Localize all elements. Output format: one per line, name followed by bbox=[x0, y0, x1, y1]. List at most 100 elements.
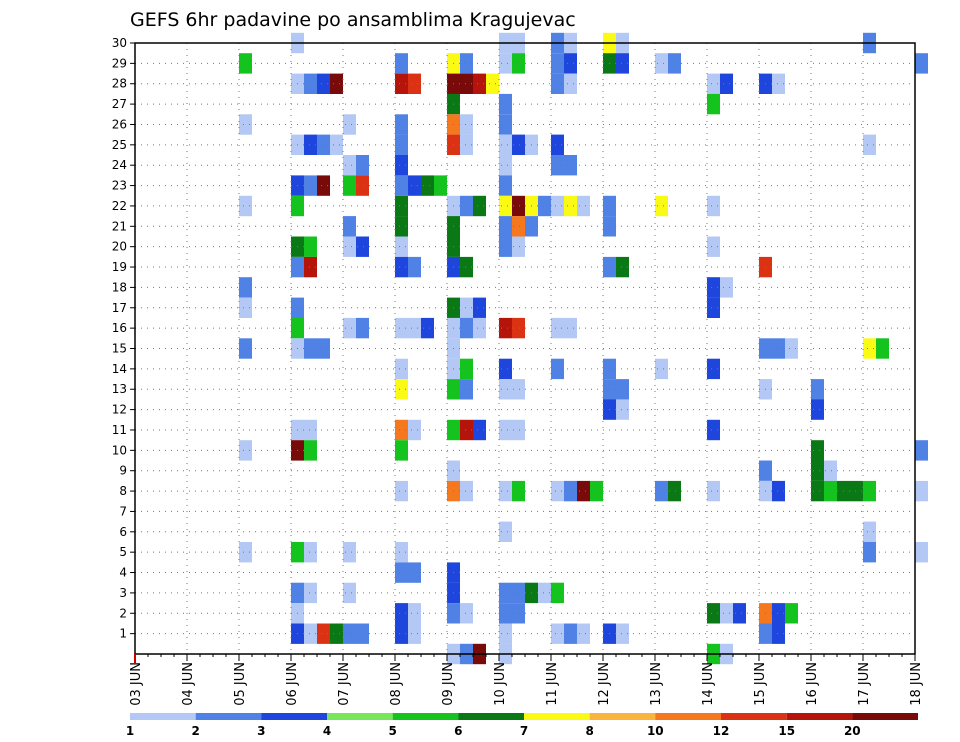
y-tick-label: 6 bbox=[119, 525, 127, 539]
heatmap-cell bbox=[395, 236, 408, 257]
legend-label: 4 bbox=[323, 724, 331, 738]
heatmap-cell bbox=[512, 419, 525, 441]
heatmap-cell bbox=[811, 379, 824, 400]
heatmap-cell bbox=[616, 53, 629, 74]
heatmap-cell bbox=[460, 297, 473, 318]
legend-swatch bbox=[721, 713, 787, 720]
heatmap-cell bbox=[499, 53, 512, 74]
legend-swatch bbox=[195, 713, 262, 720]
heatmap-cell bbox=[876, 338, 889, 359]
heatmap-cell bbox=[239, 297, 252, 318]
heatmap-cell bbox=[564, 317, 577, 339]
heatmap-cell bbox=[395, 358, 408, 380]
heatmap-cell bbox=[421, 175, 434, 196]
heatmap-cell bbox=[707, 480, 720, 502]
heatmap-cell bbox=[304, 419, 317, 441]
heatmap-cell bbox=[395, 480, 408, 502]
legend-label: 1 bbox=[126, 724, 134, 738]
heatmap-cell bbox=[811, 440, 824, 461]
legend-swatch bbox=[458, 713, 524, 720]
heatmap-cell bbox=[408, 603, 421, 624]
heatmap-cell bbox=[473, 419, 486, 441]
heatmap-cell bbox=[499, 134, 512, 155]
heatmap-cell bbox=[785, 603, 798, 624]
heatmap-cell bbox=[395, 114, 408, 135]
legend-label: 20 bbox=[844, 724, 861, 738]
y-tick-label: 9 bbox=[119, 464, 127, 478]
heatmap-cell bbox=[655, 195, 668, 217]
heatmap-cell bbox=[395, 53, 408, 74]
y-tick-label: 25 bbox=[112, 138, 127, 152]
heatmap-cell bbox=[499, 175, 512, 196]
x-tick-label: 15 JUN bbox=[753, 662, 768, 706]
heatmap-cell bbox=[824, 460, 837, 481]
y-tick-label: 28 bbox=[112, 77, 127, 91]
legend-label: 15 bbox=[778, 724, 795, 738]
heatmap-cell bbox=[512, 582, 525, 604]
heatmap-cell bbox=[733, 603, 746, 624]
x-axis-ticks: 03 JUN 04 JUN 05 JUN 06 JUN 07 JUN 08 JUN 09 J… bbox=[129, 654, 924, 706]
x-tick-label: 13 JUN bbox=[649, 662, 664, 706]
heatmap-cell bbox=[564, 53, 577, 74]
x-tick-label: 06 JUN bbox=[285, 662, 300, 706]
heatmap-cell bbox=[707, 297, 720, 318]
heatmap-cell bbox=[343, 317, 356, 339]
legend-swatch bbox=[524, 713, 590, 720]
heatmap-cell bbox=[499, 358, 512, 380]
heatmap-cell bbox=[551, 155, 564, 176]
heatmap-cell bbox=[395, 155, 408, 176]
y-tick-label: 30 bbox=[112, 36, 127, 50]
heatmap-cell bbox=[395, 623, 408, 644]
heatmap-cell bbox=[564, 195, 577, 217]
heatmap-cell bbox=[577, 480, 590, 502]
heatmap-cell bbox=[317, 73, 330, 94]
heatmap-cell bbox=[460, 317, 473, 339]
y-tick-label: 1 bbox=[119, 627, 127, 641]
y-tick-label: 29 bbox=[112, 56, 127, 70]
heatmap-cell bbox=[616, 379, 629, 400]
legend-swatch bbox=[589, 713, 656, 720]
heatmap-cell bbox=[512, 379, 525, 400]
heatmap-cell bbox=[395, 440, 408, 461]
heatmap-cell bbox=[915, 440, 928, 461]
heatmap-cell bbox=[421, 317, 434, 339]
heatmap-cell bbox=[499, 93, 512, 115]
heatmap-cell bbox=[408, 256, 421, 278]
heatmap-cell bbox=[395, 562, 408, 583]
gridlines bbox=[135, 42, 915, 654]
heatmap-cell bbox=[655, 480, 668, 502]
x-tick-label: 07 JUN bbox=[337, 662, 352, 706]
heatmap-cell bbox=[408, 623, 421, 644]
heatmap-cell bbox=[824, 480, 837, 502]
heatmap-cell bbox=[304, 236, 317, 257]
heatmap-cell bbox=[655, 53, 668, 74]
heatmap-cell bbox=[304, 623, 317, 644]
x-tick-label: 10 JUN bbox=[493, 662, 508, 706]
legend-swatch bbox=[327, 713, 393, 720]
heatmap-cell bbox=[551, 53, 564, 74]
heatmap-cell bbox=[239, 542, 252, 563]
heatmap-cell bbox=[512, 216, 525, 237]
heatmap-cell bbox=[356, 623, 369, 644]
heatmap-cell bbox=[707, 73, 720, 94]
x-tick-label: 16 JUN bbox=[805, 662, 820, 706]
heatmap-cell bbox=[720, 277, 733, 298]
heatmap-cell bbox=[564, 73, 577, 94]
y-tick-label: 14 bbox=[112, 362, 127, 376]
heatmap-cell bbox=[720, 603, 733, 624]
y-tick-label: 5 bbox=[119, 545, 127, 559]
y-tick-label: 11 bbox=[112, 423, 127, 437]
x-tick-label: 12 JUN bbox=[597, 662, 612, 706]
heatmap-cell bbox=[460, 603, 473, 624]
heatmap-cell bbox=[707, 93, 720, 115]
legend-label: 7 bbox=[520, 724, 528, 738]
heatmap-cell bbox=[395, 175, 408, 196]
heatmap-cell bbox=[460, 256, 473, 278]
color-legend: 1 2 3 4 5 6 7 8 10 12 15 20 bbox=[126, 713, 918, 738]
heatmap-cell bbox=[239, 277, 252, 298]
heatmap-cell bbox=[395, 603, 408, 624]
heatmap-cell bbox=[590, 480, 603, 502]
heatmap-cell bbox=[707, 419, 720, 441]
heatmap-cell bbox=[239, 53, 252, 74]
